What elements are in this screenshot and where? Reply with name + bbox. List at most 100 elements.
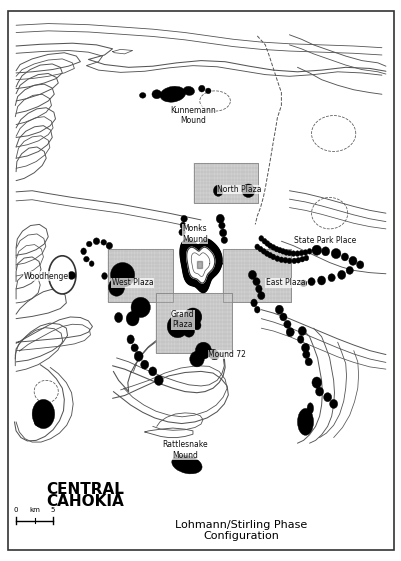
Ellipse shape — [32, 399, 55, 429]
Ellipse shape — [261, 249, 265, 254]
Ellipse shape — [241, 184, 254, 197]
Text: Mound 72: Mound 72 — [208, 350, 245, 359]
Ellipse shape — [140, 360, 148, 369]
Ellipse shape — [131, 344, 138, 352]
Ellipse shape — [297, 335, 303, 343]
Text: Rattlesnake
Mound: Rattlesnake Mound — [162, 440, 207, 459]
Ellipse shape — [303, 255, 308, 261]
Ellipse shape — [148, 367, 156, 376]
Ellipse shape — [216, 214, 224, 223]
Ellipse shape — [167, 315, 188, 338]
Ellipse shape — [205, 88, 211, 94]
Ellipse shape — [114, 312, 122, 323]
Ellipse shape — [267, 252, 272, 258]
Text: Monks
Mound: Monks Mound — [182, 224, 207, 243]
Ellipse shape — [302, 250, 307, 255]
Text: 0: 0 — [14, 507, 18, 513]
Ellipse shape — [306, 249, 311, 254]
Bar — [107, 249, 172, 302]
Ellipse shape — [315, 387, 323, 396]
Ellipse shape — [264, 251, 269, 256]
Bar — [223, 249, 290, 302]
Ellipse shape — [250, 299, 257, 307]
Ellipse shape — [294, 251, 299, 256]
Ellipse shape — [302, 351, 309, 358]
Ellipse shape — [306, 403, 313, 414]
Text: North Plaza: North Plaza — [217, 185, 261, 194]
Ellipse shape — [297, 408, 313, 435]
Ellipse shape — [270, 254, 275, 260]
Bar — [193, 163, 257, 203]
Ellipse shape — [154, 375, 163, 385]
Circle shape — [49, 256, 76, 294]
Ellipse shape — [171, 455, 202, 474]
Ellipse shape — [110, 263, 134, 287]
Ellipse shape — [298, 250, 303, 256]
Ellipse shape — [267, 243, 272, 249]
Ellipse shape — [183, 86, 194, 95]
Ellipse shape — [183, 325, 194, 337]
Ellipse shape — [180, 222, 185, 229]
Ellipse shape — [286, 258, 291, 264]
Bar — [223, 249, 290, 302]
Ellipse shape — [261, 238, 266, 244]
Ellipse shape — [282, 257, 287, 263]
Ellipse shape — [307, 278, 314, 286]
Ellipse shape — [131, 297, 150, 318]
Ellipse shape — [83, 256, 89, 262]
Ellipse shape — [221, 237, 227, 243]
Ellipse shape — [283, 320, 290, 328]
Text: Kunnemann
Mound: Kunnemann Mound — [170, 106, 215, 125]
Bar — [193, 163, 257, 203]
Ellipse shape — [160, 86, 185, 102]
Ellipse shape — [311, 245, 321, 255]
Ellipse shape — [178, 229, 185, 236]
Text: State Park Place: State Park Place — [294, 236, 356, 245]
Ellipse shape — [277, 247, 282, 253]
Ellipse shape — [340, 253, 348, 261]
Polygon shape — [180, 240, 221, 292]
Ellipse shape — [301, 343, 309, 352]
Text: West Plaza: West Plaza — [111, 278, 153, 287]
Ellipse shape — [208, 350, 219, 360]
Bar — [107, 249, 172, 302]
Ellipse shape — [279, 313, 286, 321]
Ellipse shape — [198, 85, 205, 92]
Ellipse shape — [248, 270, 256, 279]
Ellipse shape — [327, 274, 334, 282]
Ellipse shape — [295, 257, 300, 263]
Ellipse shape — [273, 246, 278, 252]
Ellipse shape — [101, 240, 106, 245]
Ellipse shape — [254, 306, 259, 313]
Ellipse shape — [254, 244, 259, 250]
Ellipse shape — [257, 292, 264, 300]
Text: CAHOKIA: CAHOKIA — [46, 494, 124, 509]
Ellipse shape — [290, 251, 295, 256]
Bar — [156, 293, 232, 353]
Text: 5: 5 — [51, 507, 55, 513]
Ellipse shape — [134, 351, 143, 361]
Ellipse shape — [255, 285, 261, 293]
Text: CENTRAL: CENTRAL — [46, 482, 124, 496]
Ellipse shape — [218, 222, 225, 229]
Ellipse shape — [89, 261, 94, 266]
Ellipse shape — [291, 258, 296, 264]
Ellipse shape — [34, 417, 42, 426]
Ellipse shape — [152, 90, 161, 99]
Ellipse shape — [283, 250, 288, 255]
Ellipse shape — [180, 215, 187, 222]
Ellipse shape — [213, 185, 223, 196]
Ellipse shape — [286, 250, 291, 256]
Ellipse shape — [139, 93, 146, 98]
Ellipse shape — [258, 236, 263, 241]
Ellipse shape — [304, 358, 312, 366]
Ellipse shape — [337, 270, 345, 279]
Ellipse shape — [189, 351, 204, 367]
Ellipse shape — [348, 256, 356, 265]
Text: Grand
Plaza: Grand Plaza — [171, 310, 194, 329]
Ellipse shape — [275, 305, 283, 314]
Ellipse shape — [86, 241, 92, 247]
Ellipse shape — [299, 256, 304, 262]
Ellipse shape — [270, 245, 275, 250]
Text: Lohmann/Stirling Phase: Lohmann/Stirling Phase — [175, 519, 306, 530]
